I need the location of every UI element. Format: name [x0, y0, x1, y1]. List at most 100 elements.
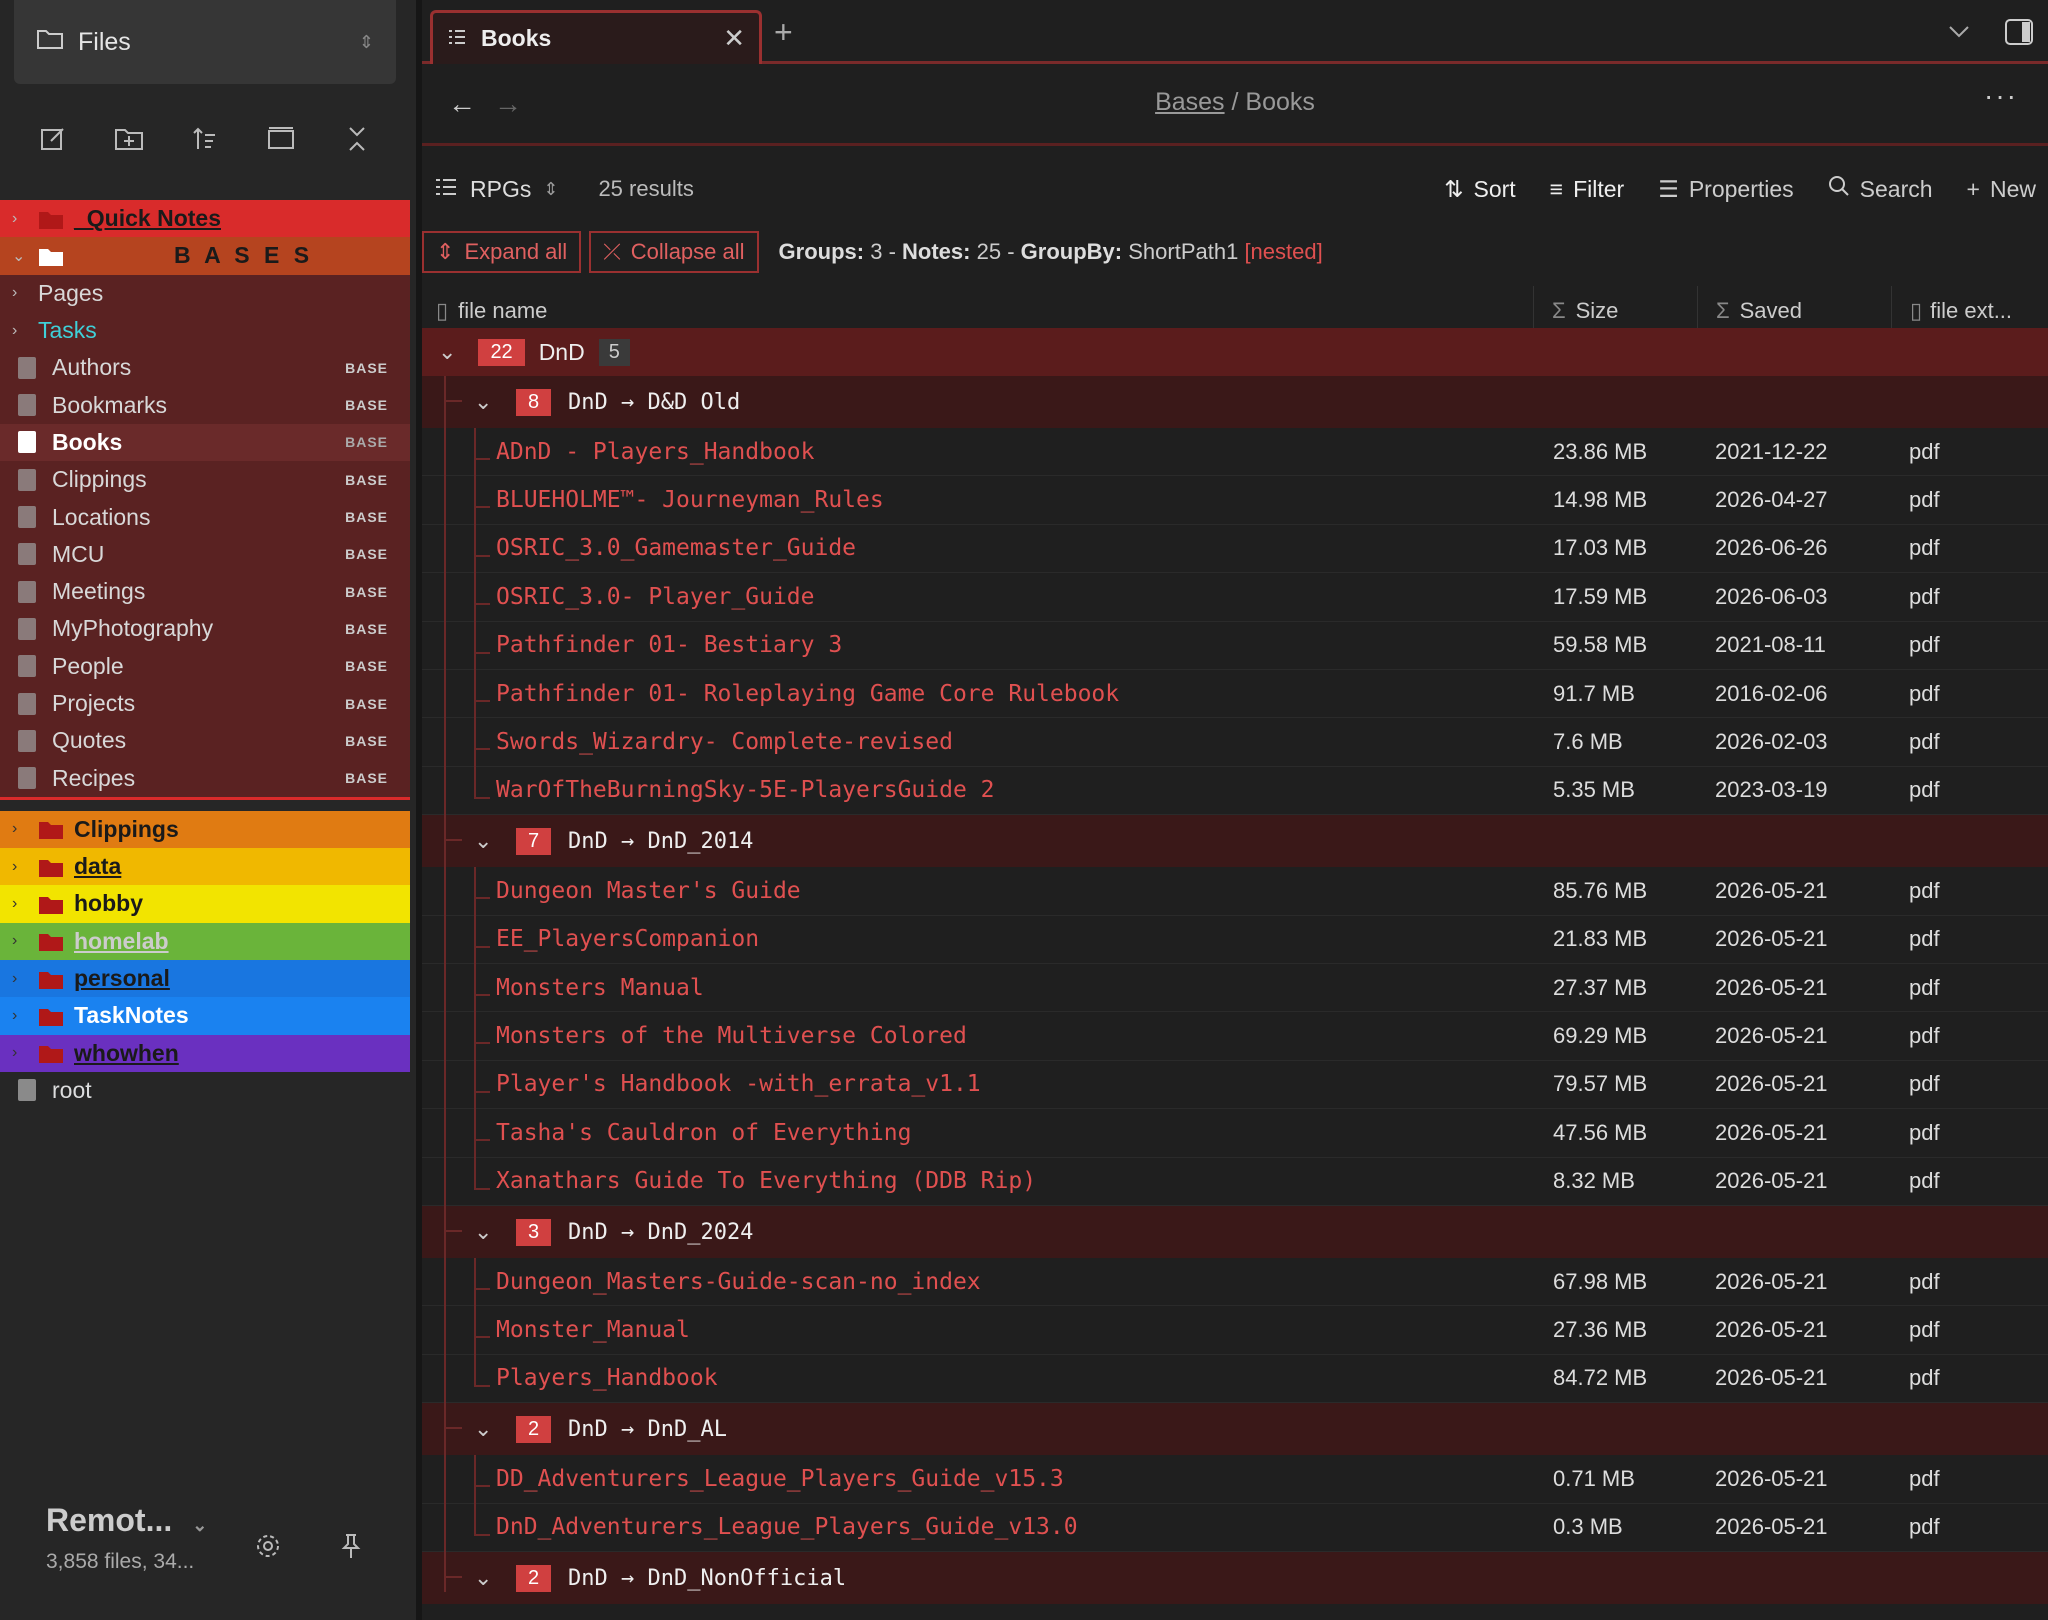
properties-button[interactable]: ☰ Properties — [1658, 175, 1793, 203]
new-folder-icon[interactable] — [106, 116, 152, 162]
chevron-down-icon[interactable]: ⌄ — [474, 1219, 493, 1244]
file-name-link[interactable]: Pathfinder 01- Roleplaying Game Core Rul… — [496, 680, 1120, 707]
chevron-down-icon[interactable]: ⌄ — [474, 389, 493, 414]
sidebar-item[interactable]: Locations BASE — [0, 498, 410, 536]
sort-icon[interactable] — [182, 116, 228, 162]
file-name-link[interactable]: OSRIC_3.0- Player_Guide — [496, 583, 815, 610]
subgroup-header[interactable]: ⌄ 7 DnD → DnD_2014 — [422, 815, 2048, 868]
table-row[interactable]: OSRIC_3.0- Player_Guide 17.59 MB 2026-06-0… — [422, 573, 2048, 622]
close-icon[interactable]: ✕ — [723, 23, 745, 53]
sidebar-folder[interactable]: › data — [0, 848, 410, 886]
table-row[interactable]: OSRIC_3.0_Gamemaster_Guide 17.03 MB 2026-0… — [422, 525, 2048, 574]
sidebar-item[interactable]: MCU BASE — [0, 535, 410, 573]
column-size[interactable]: Σ Size — [1534, 286, 1698, 336]
sidebar-folder[interactable]: › Clippings — [0, 810, 410, 849]
sidebar-item[interactable]: Books BASE — [0, 423, 410, 462]
column-file-ext[interactable]: ▯ file ext... — [1892, 286, 2048, 336]
file-name-link[interactable]: Pathfinder 01- Bestiary 3 — [496, 632, 843, 659]
sort-button[interactable]: ⇅ Sort — [1444, 175, 1515, 203]
file-name-link[interactable]: DnD_Adventurers_League_Players_Guide_v13… — [496, 1514, 1078, 1541]
file-name-link[interactable]: EE_PlayersCompanion — [496, 926, 760, 953]
file-name-link[interactable]: Monsters of the Multiverse Colored — [496, 1023, 967, 1050]
table-row[interactable]: Monsters of the Multiverse Colored 69.29 … — [422, 1012, 2048, 1061]
sidebar-item[interactable]: People BASE — [0, 647, 410, 685]
sidebar-item[interactable]: ⌄ B A S E S — [0, 237, 410, 275]
sidebar-item-root[interactable]: root — [0, 1072, 410, 1109]
sidebar-item[interactable]: Meetings BASE — [0, 572, 410, 611]
vault-switcher[interactable]: Remot... ⌄ — [46, 1502, 207, 1539]
sidebar-item[interactable]: Clippings BASE — [0, 461, 410, 499]
sidebar-item[interactable]: Projects BASE — [0, 684, 410, 723]
table-row[interactable]: Pathfinder 01- Roleplaying Game Core Rul… — [422, 670, 2048, 719]
table-row[interactable]: DD_Adventurers_League_Players_Guide_v15.… — [422, 1455, 2048, 1504]
subgroup-header[interactable]: ⌄ 2 DnD → DnD_AL — [422, 1403, 2048, 1456]
table-row[interactable]: ADnD - Players_Handbook 23.86 MB 2021-12-2… — [422, 428, 2048, 477]
sidebar-item[interactable]: › Tasks — [0, 311, 410, 350]
file-name-link[interactable]: BLUEHOLME™- Journeyman_Rules — [496, 487, 884, 514]
file-name-link[interactable]: Xanathars Guide To Everything (DDB Rip) — [496, 1168, 1037, 1195]
table-row[interactable]: BLUEHOLME™- Journeyman_Rules 14.98 MB 2026… — [422, 476, 2048, 525]
sidebar-item[interactable]: › Pages — [0, 274, 410, 312]
table-row[interactable]: Tasha's Cauldron of Everything 47.56 MB 20… — [422, 1109, 2048, 1158]
filter-button[interactable]: ≡ Filter — [1550, 175, 1625, 203]
subgroup-header[interactable]: ⌄ 8 DnD → D&D Old — [422, 376, 2048, 428]
sidebar-item[interactable]: Quotes BASE — [0, 722, 410, 760]
file-name-link[interactable]: OSRIC_3.0_Gamemaster_Guide — [496, 535, 857, 562]
new-button[interactable]: + New — [1967, 175, 2036, 203]
sidebar-item[interactable]: Bookmarks BASE — [0, 386, 410, 424]
file-name-link[interactable]: Players_Handbook — [496, 1365, 718, 1392]
breadcrumb-bases[interactable]: Bases — [1155, 88, 1225, 116]
column-saved[interactable]: Σ Saved — [1698, 286, 1892, 336]
more-options-icon[interactable]: ··· — [1984, 80, 2018, 111]
file-name-link[interactable]: Tasha's Cauldron of Everything — [496, 1119, 912, 1146]
chevron-down-icon[interactable]: ⌄ — [438, 339, 457, 364]
file-name-link[interactable]: Swords_Wizardry- Complete-revised — [496, 729, 953, 756]
back-arrow-icon[interactable]: ← — [448, 88, 476, 119]
file-name-link[interactable]: ADnD - Players_Handbook — [496, 438, 815, 465]
sidebar-item[interactable]: MyPhotography BASE — [0, 610, 410, 648]
search-button[interactable]: Search — [1828, 175, 1933, 203]
collapse-all-icon[interactable] — [334, 116, 380, 162]
table-row[interactable]: Players_Handbook 84.72 MB 2026-05-21 pdf — [422, 1355, 2048, 1404]
file-name-link[interactable]: DD_Adventurers_League_Players_Guide_v15.… — [496, 1465, 1064, 1492]
sidebar-folder[interactable]: › hobby — [0, 885, 410, 923]
table-row[interactable]: Dungeon_Masters-Guide-scan-no_index 67.98… — [422, 1258, 2048, 1307]
subgroup-header[interactable]: ⌄ 2 DnD → DnD_NonOfficial — [422, 1552, 2048, 1604]
file-name-link[interactable]: WarOfTheBurningSky-5E-PlayersGuide 2 — [496, 777, 995, 804]
expand-all-button[interactable]: ⇕ Expand all — [422, 231, 582, 273]
column-file-name[interactable]: ▯ file name — [422, 286, 1534, 336]
auto-reveal-icon[interactable] — [258, 116, 304, 162]
sidebar-folder[interactable]: › whowhen — [0, 1034, 410, 1072]
group-header[interactable]: ⌄ 22 DnD 5 — [422, 328, 2048, 376]
chevron-down-icon[interactable]: ⌄ — [474, 828, 493, 854]
pin-icon[interactable] — [338, 1532, 364, 1566]
sidebar-item[interactable]: › _Quick Notes — [0, 200, 410, 238]
view-selector[interactable]: RPGs ⇕ — [434, 176, 558, 203]
table-row[interactable]: Xanathars Guide To Everything (DDB Rip) 8… — [422, 1158, 2048, 1206]
file-name-link[interactable]: Monster_Manual — [496, 1317, 690, 1344]
sidebar-item[interactable]: Authors BASE — [0, 349, 410, 387]
file-name-link[interactable]: Dungeon Master's Guide — [496, 877, 801, 904]
toggle-right-sidebar-icon[interactable] — [2004, 18, 2034, 52]
subgroup-header[interactable]: ⌄ 3 DnD → DnD_2024 — [422, 1206, 2048, 1258]
file-name-link[interactable]: Player's Handbook -with_errata_v1.1 — [496, 1071, 981, 1098]
table-row[interactable]: EE_PlayersCompanion 21.83 MB 2026-05-21 pdf — [422, 916, 2048, 964]
tab-books[interactable]: Books ✕ — [430, 10, 762, 64]
table-row[interactable]: Pathfinder 01- Bestiary 3 59.58 MB 2021-08… — [422, 622, 2048, 670]
new-tab-icon[interactable]: + — [774, 14, 793, 50]
table-row[interactable]: Player's Handbook -with_errata_v1.1 79.57… — [422, 1061, 2048, 1110]
gear-icon[interactable] — [254, 1532, 282, 1566]
files-view-switcher[interactable]: Files ⇕ — [14, 0, 396, 84]
sidebar-item[interactable]: Recipes BASE — [0, 759, 410, 797]
table-row[interactable]: Monsters Manual 27.37 MB 2026-05-21 pdf — [422, 964, 2048, 1013]
sidebar-folder[interactable]: › personal — [0, 959, 410, 998]
sidebar-folder[interactable]: › homelab — [0, 922, 410, 960]
table-row[interactable]: Monster_Manual 27.36 MB 2026-05-21 pdf — [422, 1306, 2048, 1355]
collapse-all-button[interactable]: ⤫ Collapse all — [589, 231, 759, 273]
file-name-link[interactable]: Dungeon_Masters-Guide-scan-no_index — [496, 1268, 981, 1295]
chevron-down-icon[interactable]: ⌄ — [474, 1565, 493, 1590]
chevron-down-icon[interactable]: ⌄ — [474, 1416, 493, 1442]
sidebar-folder[interactable]: › TaskNotes — [0, 997, 410, 1035]
table-row[interactable]: Dungeon Master's Guide 85.76 MB 2026-05-21… — [422, 867, 2048, 916]
forward-arrow-icon[interactable]: → — [494, 88, 522, 119]
